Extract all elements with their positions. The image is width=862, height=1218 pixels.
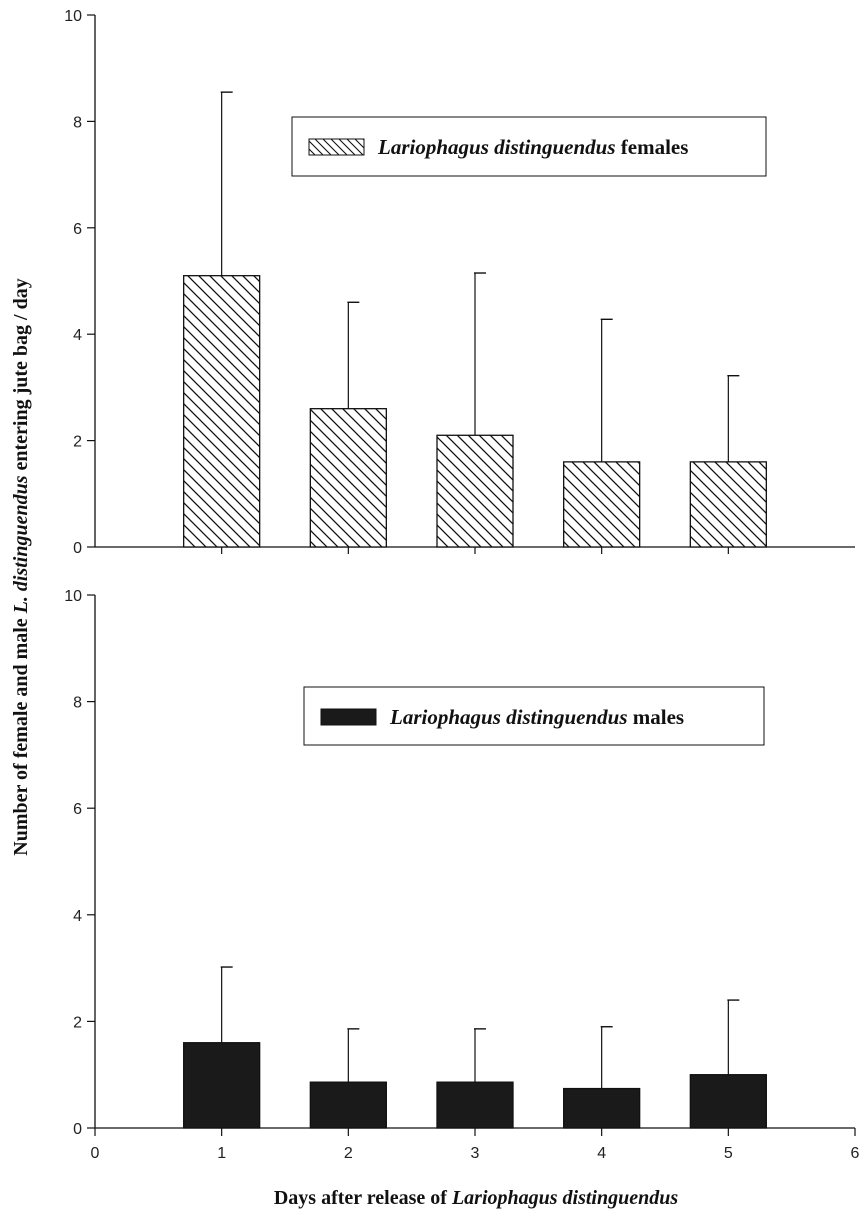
label-part: Days after release of xyxy=(274,1187,452,1209)
y-tick-label: 8 xyxy=(73,114,82,131)
top-panel: 0 2 4 6 8 10 Lariophagus distinguendus females xyxy=(64,8,855,557)
y-tick-label: 10 xyxy=(64,8,82,25)
x-axis-title: Days after release of Lariophagus distin… xyxy=(274,1187,679,1209)
label-part: Lariophagus distinguendus xyxy=(451,1187,678,1209)
legend-swatch xyxy=(308,138,365,156)
bar xyxy=(309,1081,387,1129)
bar xyxy=(309,408,387,548)
label-part: Lariophagus distinguendus xyxy=(389,705,628,729)
bar xyxy=(563,461,641,548)
label-part: males xyxy=(628,705,685,729)
x-tick-label: 6 xyxy=(851,1145,860,1162)
legend-box xyxy=(291,116,767,177)
legend-label: Lariophagus distinguendus males xyxy=(389,705,684,729)
x-tick-label: 1 xyxy=(217,1145,226,1162)
label-part: Number of female and male xyxy=(10,613,32,855)
label-part: L. distinguendus xyxy=(10,475,32,614)
y-axis-title: Number of female and male L. distinguend… xyxy=(10,278,32,855)
label-part: Lariophagus distinguendus xyxy=(377,135,616,159)
bottom-panel: 0 2 4 6 8 10 0 1 2 3 4 5 6 Lariophagus distinguendus … xyxy=(64,588,859,1162)
y-tick-label: 4 xyxy=(73,908,82,925)
y-tick-label: 0 xyxy=(73,540,82,557)
legend-label: Lariophagus distinguendus females xyxy=(377,135,688,159)
bar xyxy=(183,275,261,548)
x-tick-label: 5 xyxy=(724,1145,733,1162)
label-part: females xyxy=(616,135,689,159)
bar xyxy=(689,1074,767,1129)
y-tick-label: 8 xyxy=(73,695,82,712)
bar xyxy=(689,461,767,548)
x-tick-label: 4 xyxy=(597,1145,606,1162)
y-tick-label: 6 xyxy=(73,221,82,238)
x-tick-label: 3 xyxy=(471,1145,480,1162)
bar xyxy=(436,434,514,548)
y-tick-label: 2 xyxy=(73,1014,82,1031)
y-tick-label: 2 xyxy=(73,434,82,451)
x-tick-label: 2 xyxy=(344,1145,353,1162)
label-part: entering jute bag / day xyxy=(10,278,32,475)
bar xyxy=(436,1081,514,1129)
y-tick-label: 6 xyxy=(73,801,82,818)
y-tick-label: 0 xyxy=(73,1121,82,1138)
bar xyxy=(183,1042,261,1129)
bar xyxy=(563,1087,641,1129)
legend-swatch xyxy=(320,708,377,726)
y-tick-label: 10 xyxy=(64,588,82,605)
y-tick-label: 4 xyxy=(73,327,82,344)
legend-box xyxy=(303,686,765,746)
x-tick-label: 0 xyxy=(91,1145,100,1162)
